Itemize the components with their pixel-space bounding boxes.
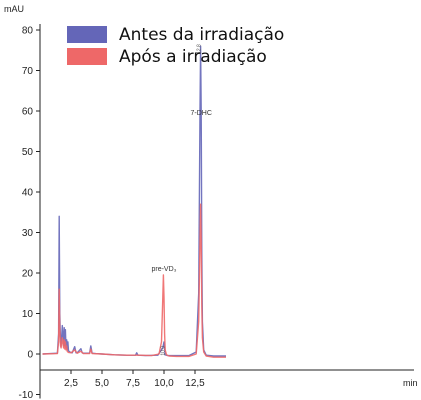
legend-label-before: Antes da irradiação	[119, 25, 284, 45]
axes: -10 0 10 20 30 40 50 60 70 80 2,5 5,0 7,5 10,0 12,5 m…	[4, 4, 418, 400]
peak-label: 7-DHC	[191, 110, 212, 117]
y-tick-label: 20	[22, 269, 34, 280]
y-axis-unit-label: mAU	[4, 4, 24, 14]
y-tick-label: 60	[22, 107, 34, 118]
y-tick-label: 10	[22, 309, 34, 320]
x-tick-label: 7,5	[126, 378, 140, 389]
retention-time-label: 12.8	[197, 44, 203, 54]
legend-label-after: Após a irradiação	[119, 47, 267, 67]
series-layer	[42, 45, 226, 358]
y-ticks: -10 0 10 20 30 40 50 60 70 80	[19, 26, 40, 400]
legend-swatch-after	[67, 48, 107, 65]
legend: Antes da irradiação Após a irradiação	[67, 25, 284, 67]
y-tick-label: -10	[19, 390, 34, 400]
x-axis-unit-label: min	[403, 378, 418, 388]
y-tick-label: 70	[22, 66, 34, 77]
annotations: 7-DHC pre-VD₃ 12.8 10.0	[151, 44, 211, 356]
peak-label: pre-VD₃	[151, 266, 176, 273]
y-tick-label: 40	[22, 188, 34, 199]
y-tick-label: 0	[27, 350, 33, 361]
x-ticks: 2,5 5,0 7,5 10,0 12,5	[64, 370, 205, 389]
x-tick-label: 12,5	[185, 378, 205, 389]
retention-time-label: 10.0	[161, 346, 167, 356]
legend-swatch-before	[67, 26, 107, 43]
series-line-after-irradiation	[42, 203, 226, 358]
x-tick-label: 2,5	[64, 378, 78, 389]
y-tick-label: 80	[22, 26, 34, 37]
y-tick-label: 50	[22, 147, 34, 158]
x-tick-label: 5,0	[95, 378, 109, 389]
x-tick-label: 10,0	[154, 378, 174, 389]
y-tick-label: 30	[22, 228, 34, 239]
